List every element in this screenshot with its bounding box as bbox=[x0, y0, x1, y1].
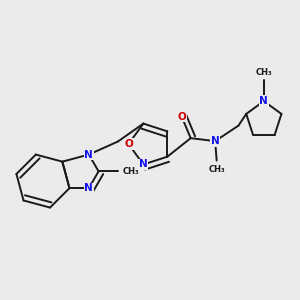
Text: O: O bbox=[124, 139, 133, 149]
Text: N: N bbox=[211, 136, 220, 146]
Text: CH₃: CH₃ bbox=[208, 165, 225, 174]
Text: N: N bbox=[139, 160, 148, 170]
Text: N: N bbox=[260, 96, 268, 106]
Text: N: N bbox=[85, 149, 93, 160]
Text: CH₃: CH₃ bbox=[122, 167, 139, 176]
Text: O: O bbox=[177, 112, 186, 122]
Text: N: N bbox=[85, 183, 93, 193]
Text: CH₃: CH₃ bbox=[256, 68, 272, 76]
